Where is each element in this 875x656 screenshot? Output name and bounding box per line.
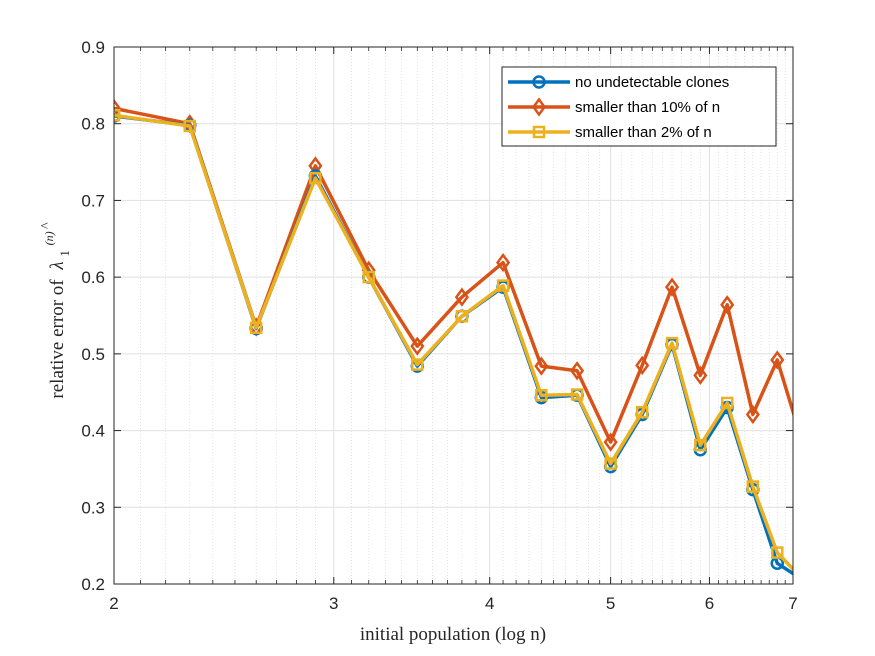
data-point bbox=[603, 432, 618, 452]
x-tick-label: 6 bbox=[705, 594, 714, 613]
data-point bbox=[795, 429, 806, 444]
data-point bbox=[635, 405, 649, 419]
data-point bbox=[410, 336, 425, 356]
data-point bbox=[249, 321, 263, 335]
y-tick-label: 0.9 bbox=[81, 38, 105, 57]
y-axis-title-prefix: relative error of bbox=[47, 279, 68, 399]
data-point bbox=[720, 396, 734, 410]
legend-label: smaller than 2% of n bbox=[575, 124, 712, 141]
data-point bbox=[455, 310, 469, 323]
legend-label: no undetectable clones bbox=[575, 74, 729, 91]
x-tick-label: 2 bbox=[109, 594, 118, 613]
y-axis-title-hat: ^ bbox=[39, 222, 54, 229]
series-layer bbox=[114, 98, 806, 584]
y-axis-title-subscript: 1 bbox=[57, 250, 72, 257]
legend-label: smaller than 10% of n bbox=[575, 99, 720, 116]
data-point bbox=[795, 573, 806, 584]
x-tick-label: 5 bbox=[606, 594, 615, 613]
y-tick-label: 0.2 bbox=[81, 575, 105, 594]
y-tick-label: 0.3 bbox=[81, 498, 105, 517]
data-point bbox=[693, 365, 708, 385]
data-point bbox=[694, 438, 707, 452]
y-axis-title: relative error of λ 1 (n) ^ bbox=[39, 222, 74, 399]
data-point bbox=[665, 277, 680, 297]
data-point bbox=[411, 358, 424, 371]
y-tick-label: 0.4 bbox=[81, 422, 105, 441]
y-tick-label: 0.5 bbox=[81, 345, 105, 364]
data-point bbox=[771, 546, 784, 559]
series-square bbox=[114, 109, 806, 582]
x-tick-label: 3 bbox=[329, 594, 338, 613]
y-tick-label: 0.7 bbox=[81, 191, 105, 210]
data-point bbox=[534, 356, 549, 376]
y-tick-labels: 0.2 0.3 0.4 0.5 0.6 0.7 0.8 0.9 bbox=[81, 38, 105, 594]
legend-marker bbox=[531, 97, 547, 117]
data-point bbox=[535, 389, 548, 402]
x-tick-labels: 2 3 4 5 6 7 bbox=[109, 594, 797, 613]
axis-ticks bbox=[113, 46, 794, 585]
plot-frame bbox=[113, 46, 794, 585]
data-point bbox=[635, 355, 650, 375]
data-point bbox=[309, 171, 322, 185]
svg-text:relative error of λ: relative error of λ 1 (n) bbox=[42, 231, 74, 398]
y-tick-label: 0.8 bbox=[81, 115, 105, 134]
data-point bbox=[454, 287, 469, 307]
legend: no undetectable clones smaller than 10% o… bbox=[501, 66, 777, 147]
y-axis-title-superscript: (n) bbox=[42, 231, 56, 245]
y-tick-label: 0.6 bbox=[81, 268, 105, 287]
x-tick-label: 7 bbox=[788, 594, 797, 613]
data-point bbox=[745, 404, 760, 425]
series-line bbox=[114, 106, 793, 444]
data-point bbox=[570, 388, 584, 401]
x-tick-label: 4 bbox=[485, 594, 494, 613]
data-point bbox=[604, 457, 617, 470]
data-point bbox=[746, 480, 760, 493]
data-point bbox=[114, 98, 122, 118]
data-point bbox=[570, 361, 585, 381]
legend-marker bbox=[532, 125, 546, 139]
data-point bbox=[770, 350, 785, 370]
series-line bbox=[114, 113, 793, 572]
data-point bbox=[183, 119, 197, 133]
data-point bbox=[496, 252, 511, 273]
data-point bbox=[720, 295, 735, 315]
data-point bbox=[362, 270, 375, 284]
legend-marker bbox=[532, 75, 546, 89]
x-axis-title: initial population (log n) bbox=[360, 624, 546, 645]
y-axis-title-symbol: λ bbox=[47, 261, 68, 270]
data-point bbox=[496, 279, 510, 292]
data-point bbox=[796, 572, 806, 582]
data-point bbox=[114, 109, 121, 122]
data-point bbox=[665, 336, 679, 350]
